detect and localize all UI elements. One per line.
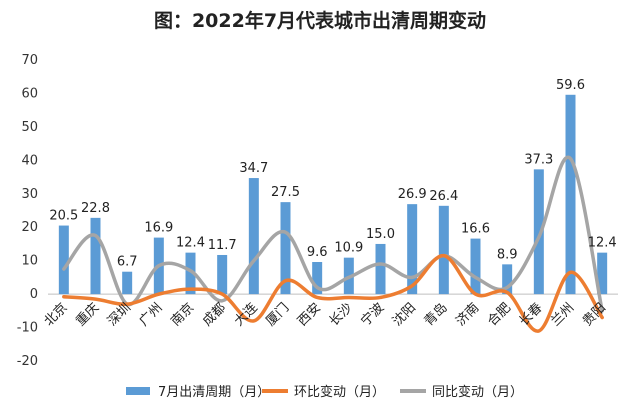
data-label: 59.6 (556, 78, 585, 93)
bar (122, 271, 133, 295)
y-tick-label: 60 (21, 86, 38, 101)
y-tick-label: 50 (21, 120, 38, 135)
data-label: 26.9 (398, 187, 427, 202)
bar (58, 225, 69, 295)
category-label: 青岛 (421, 300, 451, 330)
data-label: 37.3 (524, 152, 553, 167)
y-tick-label: -10 (17, 321, 38, 336)
bar (565, 94, 576, 295)
legend-label: 7月出清周期（月） (158, 385, 270, 400)
legend-label: 同比变动（月） (432, 384, 523, 400)
bar (90, 217, 101, 295)
y-tick-label: 40 (21, 153, 38, 168)
data-label: 34.7 (239, 161, 268, 176)
data-label: 10.9 (334, 241, 363, 256)
data-label: 12.4 (588, 236, 617, 251)
category-label: 西安 (295, 300, 324, 329)
y-tick-label: 10 (21, 254, 38, 269)
data-label: 8.9 (497, 247, 518, 262)
data-label: 22.8 (81, 201, 110, 216)
category-label: 长春 (517, 300, 546, 329)
bar (185, 252, 196, 295)
data-label: 27.5 (271, 185, 300, 200)
data-label: 26.4 (429, 189, 458, 204)
category-label: 广州 (137, 300, 166, 329)
data-label: 9.6 (307, 245, 328, 260)
bar (597, 252, 608, 295)
category-label: 济南 (453, 300, 483, 330)
data-label: 6.7 (117, 255, 138, 270)
bar (438, 205, 449, 295)
category-label: 沈阳 (390, 300, 419, 329)
category-label: 北京 (42, 300, 71, 329)
bar (407, 204, 418, 295)
data-label: 16.6 (461, 222, 490, 237)
bar (502, 264, 513, 295)
y-tick-label: 30 (21, 187, 38, 202)
legend-swatch-bar (126, 387, 150, 395)
category-label: 合肥 (485, 300, 514, 329)
bar (217, 254, 228, 295)
category-label: 南京 (168, 300, 198, 330)
bar (375, 243, 386, 295)
y-tick-label: 0 (30, 287, 38, 302)
category-label: 长沙 (327, 300, 356, 329)
data-label: 15.0 (366, 227, 395, 242)
y-tick-label: 20 (21, 220, 38, 235)
series-line-yoy (62, 155, 604, 313)
bar (248, 178, 259, 295)
category-label: 宁波 (358, 300, 388, 330)
legend-label: 环比变动（月） (294, 384, 385, 400)
series-line-mom (62, 253, 604, 333)
category-label: 大连 (231, 300, 261, 330)
data-label: 16.9 (144, 221, 173, 236)
data-label: 12.4 (176, 236, 205, 251)
bar (533, 169, 544, 295)
bar (312, 262, 323, 295)
y-tick-label: 70 (21, 53, 38, 68)
data-label: 20.5 (49, 209, 78, 224)
chart-title: 图：2022年7月代表城市出清周期变动 (153, 10, 487, 32)
y-tick-label: -20 (17, 354, 38, 369)
bar (280, 202, 291, 295)
data-label: 11.7 (208, 238, 237, 253)
category-label: 成都 (200, 300, 229, 329)
category-label: 重庆 (73, 300, 103, 330)
category-label: 贵阳 (580, 300, 609, 329)
bar (470, 238, 481, 295)
